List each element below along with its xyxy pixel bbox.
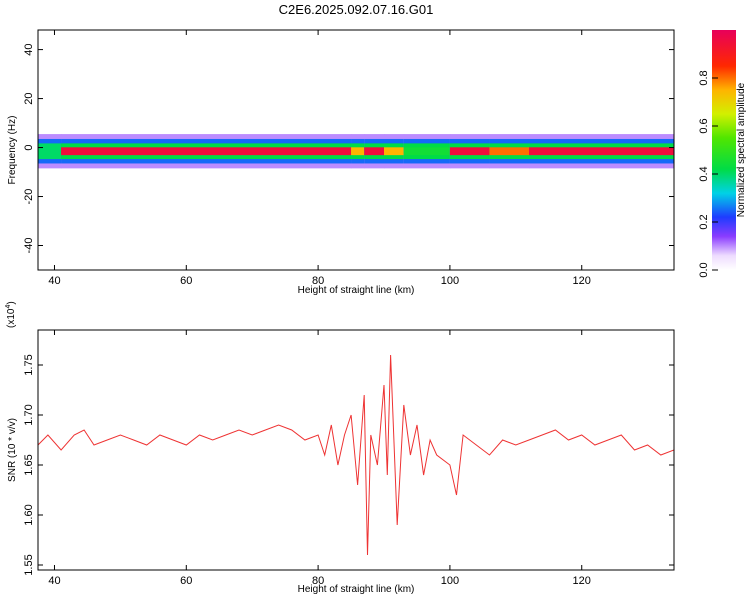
snr-axes: 40 60 80 100 120 1.55 1.60 1.65 1.70 1.75 (23, 330, 674, 587)
heatmap-cell (38, 147, 62, 156)
colorbar-tick-label: 0.2 (698, 214, 710, 229)
heatmap-cell (384, 147, 405, 156)
colorbar-tick-label: 0.8 (698, 70, 710, 85)
snr-frame (37, 329, 675, 571)
heatmap-cell (489, 147, 530, 156)
snr-xtick-label: 100 (441, 575, 459, 587)
snr-ytick-label: 1.75 (23, 354, 35, 375)
spectrogram-ytick-label: 0 (23, 144, 35, 150)
snr-xtick-label: 120 (573, 575, 591, 587)
spectrogram-ytick-label: 40 (23, 43, 35, 55)
spectrogram-ytick-label: 20 (23, 92, 35, 104)
snr-ytick-label: 1.65 (23, 454, 35, 475)
snr-ytick-label: 1.55 (23, 554, 35, 575)
heatmap-cell (403, 147, 451, 156)
snr-panel: 40 60 80 100 120 1.55 1.60 1.65 1.70 1.75 Height … (5, 301, 675, 595)
spectrogram-xtick-label: 100 (441, 275, 459, 287)
spectrogram-frame (37, 29, 675, 271)
colorbar-ticks: 0.0 0.2 0.4 0.6 0.8 (698, 70, 718, 278)
snr-ylabel: SNR (10 * v/v) (7, 418, 18, 482)
colorbar-tick-label: 0.0 (698, 262, 710, 277)
heatmap-cell (364, 147, 385, 156)
colorbar: 0.0 0.2 0.4 0.6 0.8 Normalized spectral ampl… (698, 30, 747, 278)
colorbar-label: Normalized spectral amplitude (736, 82, 747, 217)
spectrogram-xtick-label: 40 (48, 275, 60, 287)
spectrogram-xtick-label: 60 (180, 275, 192, 287)
chart-title: C2E6.2025.092.07.16.G01 (279, 2, 434, 17)
colorbar-gradient (712, 30, 736, 270)
snr-xtick-label: 80 (312, 575, 324, 587)
spectrogram-axes: 40 60 80 100 120 -40 -20 0 20 40 (23, 30, 674, 287)
snr-xtick-label: 60 (180, 575, 192, 587)
heatmap-band (38, 134, 674, 169)
snr-multiplier: (x104) (5, 301, 17, 328)
snr-series-line (38, 354, 674, 556)
colorbar-tick-label: 0.4 (698, 166, 710, 181)
spectrogram-ytick-label: -20 (23, 189, 35, 205)
snr-xlabel: Height of straight line (km) (298, 584, 415, 595)
spectrogram-xlabel: Height of straight line (km) (298, 285, 415, 296)
spectrogram-ytick-label: -40 (23, 238, 35, 254)
spectrogram-xtick-label: 120 (573, 275, 591, 287)
spectrogram-xtick-label: 80 (312, 275, 324, 287)
heatmap-cell (351, 147, 365, 156)
heatmap-cell (529, 147, 674, 156)
spectrogram-ylabel: Frequency (Hz) (7, 116, 18, 185)
heatmap-cell (449, 147, 490, 156)
snr-xtick-label: 40 (48, 575, 60, 587)
colorbar-tick-label: 0.6 (698, 118, 710, 133)
heatmap-cell (61, 147, 352, 156)
snr-ytick-label: 1.70 (23, 404, 35, 425)
snr-ytick-label: 1.60 (23, 504, 35, 525)
snr-plot-area (38, 330, 674, 570)
spectrogram-panel: 40 60 80 100 120 -40 -20 0 20 40 Height of straig… (7, 29, 675, 296)
